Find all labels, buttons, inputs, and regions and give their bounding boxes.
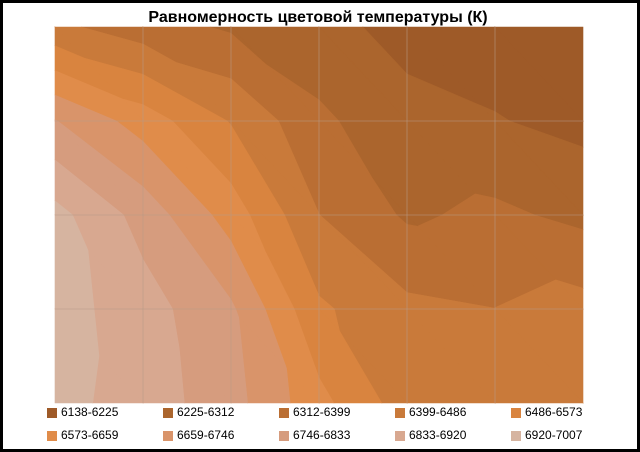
legend-label: 6225-6312 (177, 405, 235, 419)
legend-label: 6833-6920 (409, 428, 467, 442)
legend-swatch (511, 408, 521, 418)
plot-area (54, 26, 584, 404)
legend-swatch (279, 408, 289, 418)
contour-region (54, 308, 100, 404)
legend-label: 6659-6746 (177, 428, 235, 442)
legend-label: 6138-6225 (61, 405, 119, 419)
legend-swatch (395, 408, 405, 418)
legend-swatch (163, 431, 173, 441)
legend-swatch (511, 431, 521, 441)
legend-swatch (279, 431, 289, 441)
chart-title: Равномерность цветовой температуры (К) (148, 9, 487, 26)
legend-label: 6486-6573 (525, 405, 583, 419)
legend-label: 6746-6833 (293, 428, 351, 442)
legend-swatch (163, 408, 173, 418)
legend: 6138-6225 6225-6312 6312-6399 6399-6486 6486… (47, 405, 583, 442)
legend-label: 6573-6659 (61, 428, 119, 442)
legend-swatch (395, 431, 405, 441)
legend-swatch (47, 431, 57, 441)
legend-swatch (47, 408, 57, 418)
legend-label: 6399-6486 (409, 405, 467, 419)
legend-label: 6920-7007 (525, 428, 583, 442)
legend-label: 6312-6399 (293, 405, 351, 419)
